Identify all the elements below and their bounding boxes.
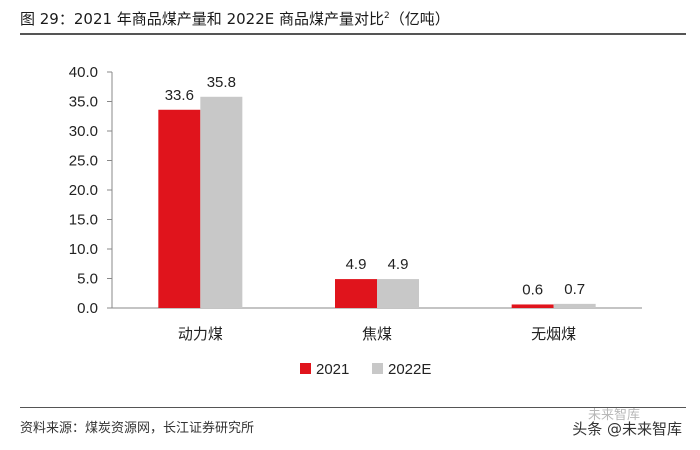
- source-rule: [20, 407, 686, 408]
- y-tick-label: 25.0: [69, 153, 98, 170]
- source-note: 资料来源：煤炭资源网，长江证券研究所: [20, 421, 255, 436]
- data-label: 4.9: [346, 256, 367, 273]
- x-tick-label: 焦煤: [362, 326, 392, 343]
- bar-2022E-0: [200, 96, 243, 308]
- data-label: 33.6: [165, 87, 194, 104]
- bar-2021-2: [511, 304, 554, 308]
- y-tick-label: 35.0: [69, 94, 98, 111]
- y-tick-label: 20.0: [69, 182, 98, 199]
- y-tick-label: 10.0: [69, 241, 98, 258]
- legend-label: 2021: [316, 361, 349, 378]
- bar-2021-1: [335, 279, 377, 308]
- y-tick-label: 5.0: [77, 271, 98, 288]
- watermark-faint: 未来智库: [587, 408, 640, 423]
- y-tick-label: 15.0: [69, 212, 98, 229]
- bar-2022E-1: [377, 279, 419, 308]
- watermark: 头条 @未来智库: [572, 420, 682, 438]
- data-label: 4.9: [388, 256, 409, 273]
- title-rule: [20, 33, 686, 35]
- y-tick-label: 30.0: [69, 123, 98, 140]
- bar-chart: 0.0 5.0 10.0 15.0 20.0 25.0 30.0 35.0 40.0 33.6 35…: [69, 64, 642, 378]
- y-tick-label: 0.0: [77, 300, 98, 317]
- figure-title-unit: （亿吨）: [389, 10, 450, 28]
- figure-title-main: 图 29：2021 年商品煤产量和 2022E 商品煤产量对比: [20, 10, 384, 28]
- figure-title-superscript: 2: [384, 11, 390, 21]
- legend-swatch-2022E: [372, 363, 383, 374]
- data-label: 0.6: [522, 281, 543, 298]
- figure-title: 图 29：2021 年商品煤产量和 2022E 商品煤产量对比2（亿吨）: [20, 8, 450, 29]
- data-label: 35.8: [207, 74, 236, 91]
- x-tick-label: 动力煤: [178, 326, 223, 343]
- bar-2021-0: [158, 109, 201, 308]
- legend-swatch-2021: [300, 363, 311, 374]
- legend-label: 2022E: [388, 361, 431, 378]
- data-label: 0.7: [564, 281, 585, 298]
- bar-2022E-2: [553, 303, 596, 308]
- y-tick-label: 40.0: [69, 64, 98, 81]
- x-tick-label: 无烟煤: [531, 326, 576, 343]
